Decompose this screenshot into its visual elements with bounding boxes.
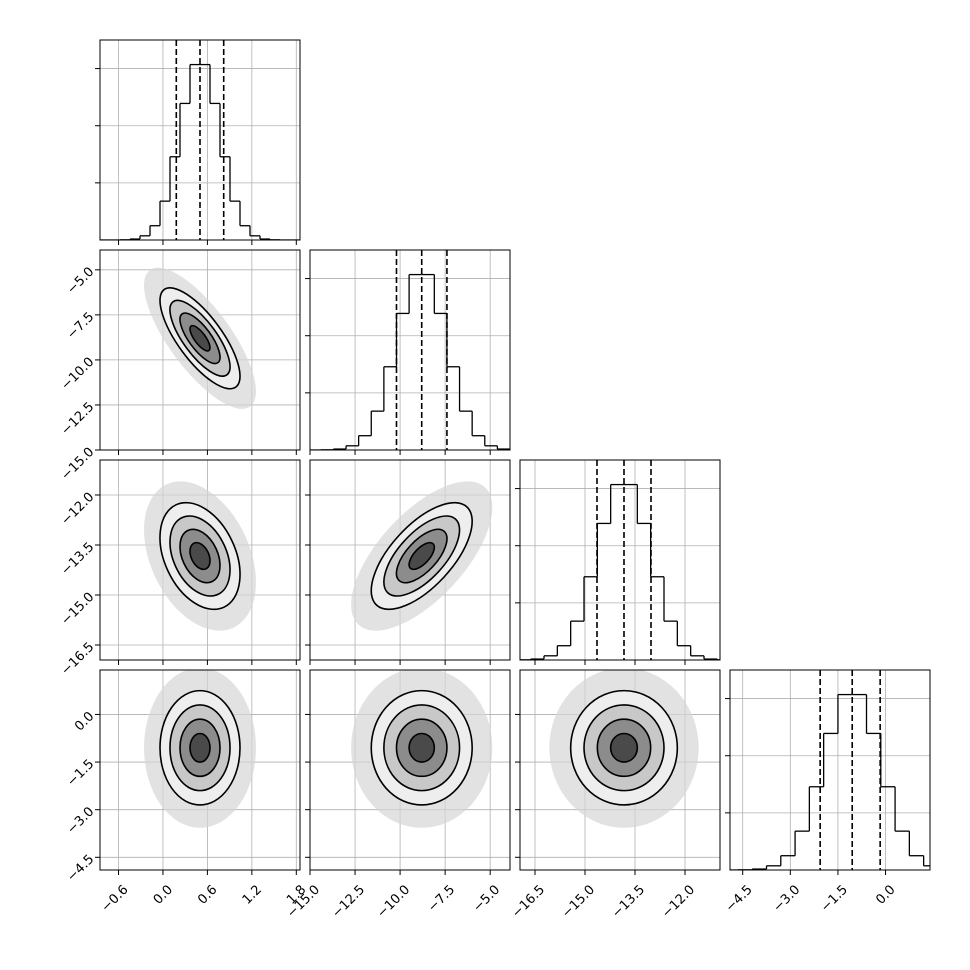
panel-frame bbox=[99, 459, 301, 661]
panel-frame bbox=[309, 459, 511, 661]
contour bbox=[609, 732, 639, 763]
panel bbox=[520, 670, 720, 870]
panel-frame bbox=[99, 249, 301, 451]
contour bbox=[408, 732, 436, 763]
contour bbox=[189, 324, 211, 352]
panel bbox=[100, 250, 300, 450]
panel bbox=[100, 670, 300, 870]
panel-frame bbox=[729, 669, 931, 871]
panel-frame bbox=[309, 249, 511, 451]
panel bbox=[310, 250, 510, 450]
panel bbox=[100, 40, 300, 240]
panel bbox=[310, 670, 510, 870]
panel-frame bbox=[309, 669, 511, 871]
contour bbox=[189, 541, 211, 571]
panel-frame bbox=[519, 669, 721, 871]
panel bbox=[520, 460, 720, 660]
panel bbox=[310, 460, 510, 660]
panel-frame bbox=[519, 459, 721, 661]
panel-frame bbox=[99, 669, 301, 871]
panel-frame bbox=[99, 39, 301, 241]
contour bbox=[408, 541, 436, 571]
panel bbox=[100, 460, 300, 660]
contour bbox=[189, 732, 211, 763]
panel bbox=[730, 670, 930, 870]
